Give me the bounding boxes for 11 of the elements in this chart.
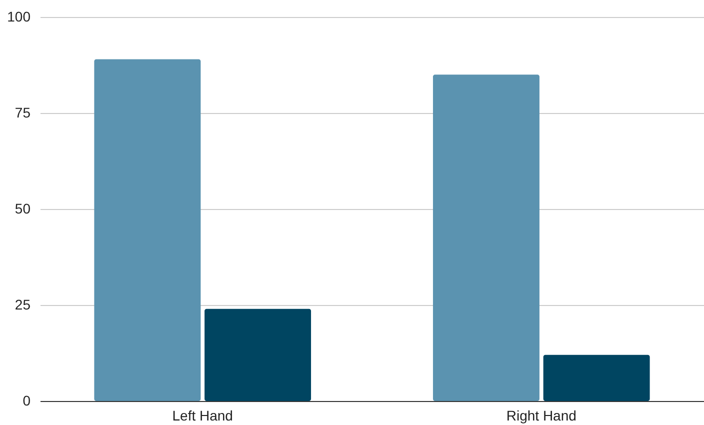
y-tick-label: 0 bbox=[22, 392, 31, 408]
bar bbox=[432, 74, 540, 401]
bar bbox=[543, 354, 650, 401]
y-tick-label: 100 bbox=[7, 8, 31, 24]
bar bbox=[204, 308, 312, 401]
bar bbox=[94, 59, 201, 401]
y-tick-label: 50 bbox=[14, 200, 31, 216]
x-tick-label: Left Hand bbox=[172, 408, 233, 424]
y-tick-label: 25 bbox=[14, 296, 31, 312]
x-tick-label: Right Hand bbox=[506, 408, 576, 424]
y-tick-label: 75 bbox=[14, 104, 31, 120]
